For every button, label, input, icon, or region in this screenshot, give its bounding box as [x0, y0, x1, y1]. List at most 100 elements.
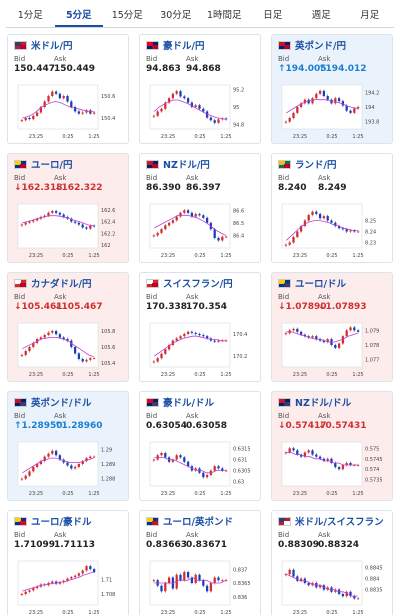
candle-body: [186, 331, 190, 334]
currency-card[interactable]: ランド/円 Bid Ask 8.240 8.249 8.25 8.24 8.23 23…: [271, 153, 393, 263]
x-tick-label: 0:25: [62, 134, 73, 140]
currency-card[interactable]: 豪ドル/ドル Bid Ask 0.63054 0.63058 0.6315 0.6…: [139, 391, 261, 501]
currency-card[interactable]: スイスフラン/円 Bid Ask 170.338 170.354 170.4 17…: [139, 272, 261, 382]
price-chart[interactable]: 162.6 162.4 162.2 162 23:25 0:25 1:25: [14, 200, 124, 260]
pair-name[interactable]: 豪ドル/円: [163, 41, 205, 52]
y-tick-label: 0.8835: [365, 588, 383, 594]
tab-30min[interactable]: 30分足: [160, 10, 192, 21]
x-tick-label: 1:25: [88, 610, 99, 615]
candle-body: [152, 115, 156, 117]
price-chart[interactable]: 0.6315 0.631 0.6305 0.63 23:25 0:25 1:25: [146, 438, 256, 498]
y-tick-label: 1.71: [101, 577, 112, 583]
candle-body: [89, 566, 92, 570]
price-chart[interactable]: 0.575 0.5745 0.574 0.5735 23:25 0:25 1:25: [278, 438, 388, 498]
candle-body: [318, 585, 322, 588]
y-tick-label: 162.6: [101, 208, 115, 214]
pair-name[interactable]: ランド/円: [295, 160, 337, 171]
candle-body: [70, 101, 73, 107]
pair-name[interactable]: カナダドル/円: [31, 279, 92, 290]
moving-average-line: [22, 457, 94, 474]
plot-frame: [149, 84, 231, 130]
pair-name[interactable]: 米ドル/円: [31, 41, 73, 52]
tab-1min[interactable]: 1分足: [17, 10, 43, 21]
x-tick-label: 23:25: [29, 253, 43, 259]
moving-average-line: [22, 215, 94, 227]
candlestick-chart: 162.6 162.4 162.2 162 23:25 0:25 1:25: [17, 203, 115, 259]
candle-body: [62, 96, 65, 99]
bid-price: 0.88309: [278, 540, 319, 550]
tab-monthly[interactable]: 月足: [360, 10, 380, 21]
tab-daily[interactable]: 日足: [263, 10, 283, 21]
y-tick-label: 162.2: [101, 231, 115, 237]
candle-body: [58, 582, 62, 584]
ch-jp-flag-icon: [146, 278, 159, 288]
price-chart[interactable]: 8.25 8.24 8.23 23:25 0:25 1:25: [278, 200, 388, 260]
currency-card[interactable]: ユーロ/円 Bid Ask ↓162.318 ↓162.322 162.6 162…: [7, 153, 129, 263]
price-chart[interactable]: 1.079 1.078 1.077 23:25 0:25 1:25: [278, 319, 388, 379]
currency-card[interactable]: ユーロ/英ポンド Bid Ask 0.83663 0.83671 0.837 0.…: [139, 510, 261, 615]
candle-body: [92, 569, 96, 572]
currency-card[interactable]: 豪ドル/円 Bid Ask 94.863 94.868 95.2 95 94.8 23…: [139, 34, 261, 144]
currency-card[interactable]: ユーロ/豪ドル Bid Ask 1.71099 1.71113 1.71 1.70…: [7, 510, 129, 615]
currency-card[interactable]: 米ドル/スイスフラン Bid Ask 0.88309 0.88324 0.884…: [271, 510, 393, 615]
x-tick-label: 23:25: [293, 253, 307, 259]
pair-name[interactable]: 英ポンド/円: [295, 41, 346, 52]
pair-name[interactable]: 米ドル/スイスフラン: [295, 517, 384, 528]
y-tick-label: 94.8: [233, 123, 244, 129]
candle-body: [70, 218, 73, 222]
pair-name[interactable]: 豪ドル/ドル: [163, 398, 214, 409]
currency-card[interactable]: 英ポンド/ドル Bid Ask ↑1.28950 ↑1.28960 1.29 1.…: [7, 391, 129, 501]
candle-body: [81, 570, 84, 574]
candlestick-chart: 95.2 95 94.8 23:25 0:25 1:25: [149, 84, 244, 140]
candle-body: [318, 213, 322, 219]
x-tick-label: 23:25: [293, 372, 307, 378]
tab-weekly[interactable]: 週足: [311, 10, 331, 21]
currency-card[interactable]: カナダドル/円 Bid Ask ↓105.461 ↓105.467 105.8 1…: [7, 272, 129, 382]
x-tick-label: 23:25: [293, 610, 307, 615]
pair-name[interactable]: スイスフラン/円: [163, 279, 233, 290]
price-chart[interactable]: 170.4 170.2 23:25 0:25 1:25: [146, 319, 256, 379]
candle-body: [292, 328, 295, 331]
tab-1hour[interactable]: 1時間足: [206, 10, 242, 21]
x-tick-label: 23:25: [29, 134, 43, 140]
currency-card[interactable]: NZドル/ドル Bid Ask ↓0.57417 ↓0.57431 0.575 0…: [271, 391, 393, 501]
currency-card[interactable]: ユーロ/ドル Bid Ask ↓1.07890 ↓1.07893 1.079 1.…: [271, 272, 393, 382]
pair-name[interactable]: 英ポンド/ドル: [31, 398, 92, 409]
price-chart[interactable]: 0.837 0.8365 0.836 23:25 0:25 1:25: [146, 557, 256, 615]
price-chart[interactable]: 1.29 1.289 1.288 23:25 0:25 1:25: [14, 438, 124, 498]
price-chart[interactable]: 95.2 95 94.8 23:25 0:25 1:25: [146, 81, 256, 141]
price-chart[interactable]: 0.8845 0.884 0.8835 23:25 0:25 1:25: [278, 557, 388, 615]
candle-body: [73, 347, 77, 354]
pair-name[interactable]: ユーロ/円: [31, 160, 73, 171]
tab-15min[interactable]: 15分足: [111, 10, 143, 21]
pair-name[interactable]: ユーロ/英ポンド: [163, 517, 233, 528]
candle-body: [179, 91, 182, 97]
candle-body: [47, 453, 50, 457]
bid-label: Bid: [146, 531, 158, 539]
candle-body: [183, 457, 186, 462]
candle-body: [92, 358, 96, 359]
currency-card[interactable]: 米ドル/円 Bid Ask 150.447 150.449 150.6 150.4…: [7, 34, 129, 144]
candle-body: [288, 569, 291, 575]
candle-body: [85, 566, 88, 571]
ask-label: Ask: [318, 412, 331, 420]
x-tick-label: 23:25: [161, 253, 175, 259]
nz-jp-flag-icon: [146, 159, 159, 169]
price-chart[interactable]: 1.71 1.708 23:25 0:25 1:25: [14, 557, 124, 615]
price-chart[interactable]: 86.6 86.5 86.4 23:25 0:25 1:25: [146, 200, 256, 260]
pair-name[interactable]: NZドル/円: [163, 160, 210, 171]
price-chart[interactable]: 105.8 105.6 105.4 23:25 0:25 1:25: [14, 319, 124, 379]
price-chart[interactable]: 150.6 150.4 23:25 0:25 1:25: [14, 81, 124, 141]
pair-name[interactable]: ユーロ/ドル: [295, 279, 346, 290]
candle-body: [28, 221, 31, 223]
pair-name[interactable]: ユーロ/豪ドル: [31, 517, 92, 528]
y-tick-label: 105.6: [101, 345, 115, 351]
ask-price: 94.868: [186, 64, 221, 74]
candle-body: [213, 577, 216, 583]
currency-card[interactable]: 英ポンド/円 Bid Ask ↑194.005 ↑194.012 194.2 19…: [271, 34, 393, 144]
pair-name[interactable]: NZドル/ドル: [295, 398, 352, 409]
tab-5min[interactable]: 5分足: [54, 6, 103, 27]
currency-card[interactable]: NZドル/円 Bid Ask 86.390 86.397 86.6 86.5 86.…: [139, 153, 261, 263]
candle-body: [209, 583, 213, 592]
price-chart[interactable]: 194.2 194 193.8 23:25 0:25 1:25: [278, 81, 388, 141]
